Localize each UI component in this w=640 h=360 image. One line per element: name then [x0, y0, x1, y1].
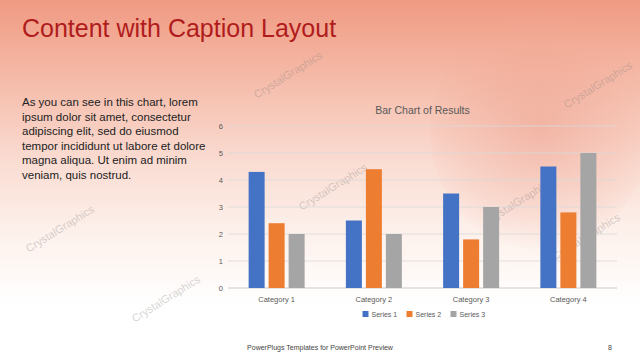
bar: [386, 234, 402, 288]
y-tick-label: 4: [219, 176, 223, 185]
grid-line: [228, 261, 617, 262]
background-glow: [430, 10, 640, 250]
legend-label: Series 3: [460, 311, 486, 318]
grid-line: [228, 234, 617, 235]
watermark: CrystalGraphics: [252, 49, 325, 101]
bar: [249, 172, 265, 288]
legend-swatch: [451, 311, 457, 317]
y-tick-label: 0: [219, 284, 223, 293]
y-tick-label: 5: [219, 149, 223, 158]
y-tick-label: 1: [219, 257, 223, 266]
x-tick-label: Category 1: [258, 295, 295, 304]
bar: [443, 194, 459, 289]
bars: [249, 153, 597, 288]
legend-label: Series 2: [416, 311, 442, 318]
watermark: CrystalGraphics: [24, 203, 97, 255]
grid-line: [228, 207, 617, 208]
watermark: CrystalGraphics: [562, 59, 635, 111]
bar: [366, 169, 382, 288]
watermark: CrystalGraphics: [297, 161, 370, 213]
chart: CrystalGraphics CrystalGraphics CrystalGra…: [0, 0, 640, 360]
y-tick-label: 2: [219, 230, 223, 239]
bar: [269, 223, 285, 288]
slide-title: Content with Caption Layout: [22, 14, 336, 43]
x-tick-label: Category 2: [356, 295, 393, 304]
bar: [463, 239, 479, 288]
y-tick-label: 6: [219, 122, 223, 131]
page-number: 8: [608, 344, 612, 351]
x-tick-label: Category 4: [550, 295, 587, 304]
bar: [580, 153, 596, 288]
bar: [289, 234, 305, 288]
legend-label: Series 1: [372, 311, 398, 318]
grid-line: [228, 288, 617, 289]
grid-line: [228, 153, 617, 154]
chart-title: Bar Chart of Results: [375, 104, 470, 116]
footer: PowerPlugs Templates for PowerPoint Prev…: [0, 344, 640, 351]
legend-swatch: [363, 311, 369, 317]
grid-line: [228, 180, 617, 181]
bar: [346, 221, 362, 289]
bar: [560, 212, 576, 288]
bar: [540, 167, 556, 289]
caption: As you can see in this chart, lorem ipsu…: [22, 95, 214, 183]
bar: [483, 207, 499, 288]
legend-swatch: [407, 311, 413, 317]
x-tick-label: Category 3: [453, 295, 490, 304]
y-tick-label: 3: [219, 203, 223, 212]
watermark: CrystalGraphics: [130, 273, 203, 325]
grid-line: [228, 126, 617, 127]
